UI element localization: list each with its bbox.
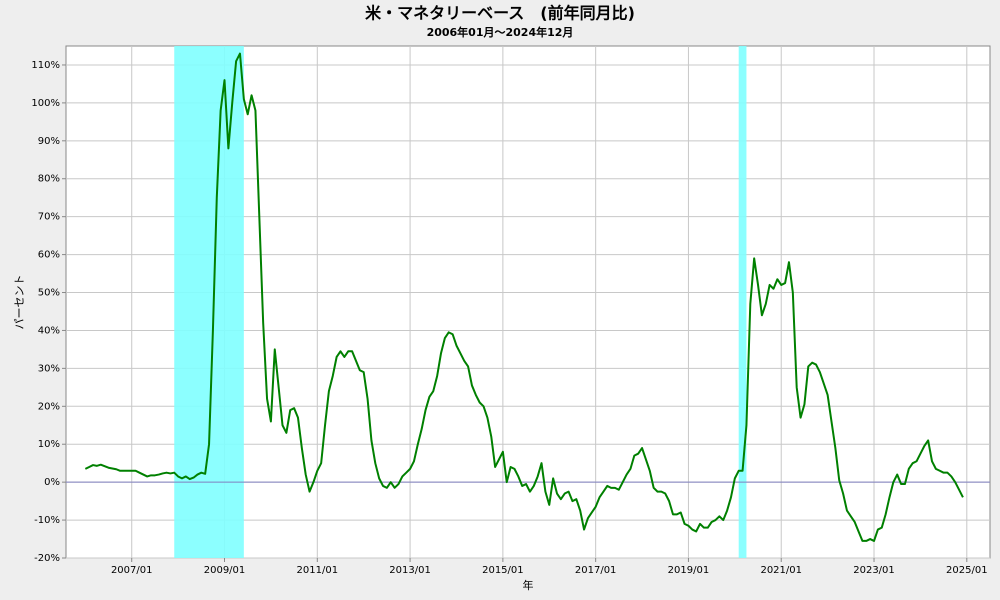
x-tick-label: 2011/01 xyxy=(297,565,339,576)
x-tick-label: 2021/01 xyxy=(760,565,802,576)
chart-subtitle: 2006年01月～2024年12月 xyxy=(427,25,574,39)
y-tick-label: 20% xyxy=(38,401,60,412)
x-tick-label: 2023/01 xyxy=(853,565,895,576)
x-tick-label: 2015/01 xyxy=(482,565,524,576)
x-tick-label: 2009/01 xyxy=(204,565,246,576)
shaded-period xyxy=(174,46,244,558)
y-tick-label: -20% xyxy=(34,553,60,564)
y-tick-label: 110% xyxy=(31,60,60,71)
x-tick-label: 2007/01 xyxy=(111,565,153,576)
x-tick-label: 2025/01 xyxy=(946,565,988,576)
data-line xyxy=(84,52,964,542)
y-tick-label: 0% xyxy=(44,477,60,488)
chart-title: 米・マネタリーベース (前年同月比) xyxy=(365,4,635,23)
y-tick-label: 50% xyxy=(38,288,60,299)
shaded-period xyxy=(738,46,747,558)
y-tick-label: -10% xyxy=(34,515,60,526)
y-axis-label: パーセント xyxy=(13,275,26,330)
y-tick-label: 60% xyxy=(38,250,60,261)
y-tick-label: 30% xyxy=(38,363,60,374)
x-tick-label: 2013/01 xyxy=(389,565,431,576)
y-tick-label: 80% xyxy=(38,174,60,185)
x-tick-label: 2017/01 xyxy=(575,565,617,576)
y-tick-label: 90% xyxy=(38,136,60,147)
y-tick-label: 40% xyxy=(38,325,60,336)
x-axis-label: 年 xyxy=(523,578,534,592)
y-tick-label: 70% xyxy=(38,212,60,223)
y-tick-label: 100% xyxy=(31,98,60,109)
x-tick-label: 2019/01 xyxy=(668,565,710,576)
y-tick-label: 10% xyxy=(38,439,60,450)
